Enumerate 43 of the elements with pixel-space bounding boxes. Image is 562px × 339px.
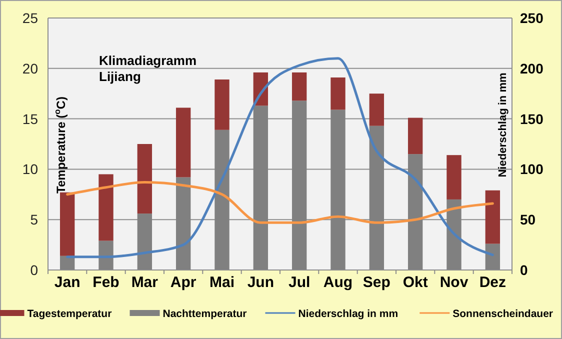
y-tick-label: 5 xyxy=(30,212,38,228)
bar xyxy=(446,155,462,200)
x-tick-label: Jun xyxy=(247,274,274,291)
bar xyxy=(485,190,500,244)
bar xyxy=(98,174,114,241)
y-tick-label: 10 xyxy=(22,161,38,178)
y2-tick-label: 200 xyxy=(520,60,544,76)
x-tick-label: Jan xyxy=(54,274,80,291)
y-tick-label: 0 xyxy=(30,262,38,278)
y2-tick-label: 50 xyxy=(520,212,536,228)
x-tick-label: Aug xyxy=(323,274,353,291)
y-tick-label: 15 xyxy=(22,110,38,127)
bar xyxy=(292,72,307,101)
y2-tick-label: 0 xyxy=(520,262,528,278)
x-tick-label: Mai xyxy=(209,274,235,291)
bar xyxy=(214,79,230,130)
bar xyxy=(369,94,384,126)
y-tick-label: 20 xyxy=(22,60,38,76)
bar xyxy=(330,77,346,110)
y2-tick-label: 250 xyxy=(520,10,544,26)
x-tick-label: Jul xyxy=(288,274,310,291)
bar xyxy=(60,192,75,256)
y2-axis-title: Niederschlag in mm xyxy=(497,72,509,178)
line-series xyxy=(66,181,494,224)
bar xyxy=(408,118,423,154)
x-tick-label: Sep xyxy=(362,274,390,291)
x-tick-label: Okt xyxy=(402,274,428,291)
line-series xyxy=(66,57,494,258)
x-tick-label: Apr xyxy=(170,274,196,291)
x-tick-label: Nov xyxy=(440,274,469,291)
bar xyxy=(137,144,152,214)
x-tick-label: Dez xyxy=(479,274,506,291)
y2-tick-label: 150 xyxy=(520,110,544,127)
x-tick-label: Mar xyxy=(131,274,158,291)
legend-label: Tagestemperatur xyxy=(27,308,112,320)
y-tick-label: 25 xyxy=(22,10,38,26)
bar xyxy=(176,108,191,178)
legend-label: Niederschlag in mm xyxy=(298,308,398,320)
x-tick-label: Feb xyxy=(92,274,120,291)
text: Klimadiagramm Lijiang xyxy=(99,53,197,84)
legend-label: Sonnenscheindauer xyxy=(452,308,554,320)
y2-tick-label: 100 xyxy=(520,161,544,178)
legend-label: Nachttemperatur xyxy=(162,308,247,320)
